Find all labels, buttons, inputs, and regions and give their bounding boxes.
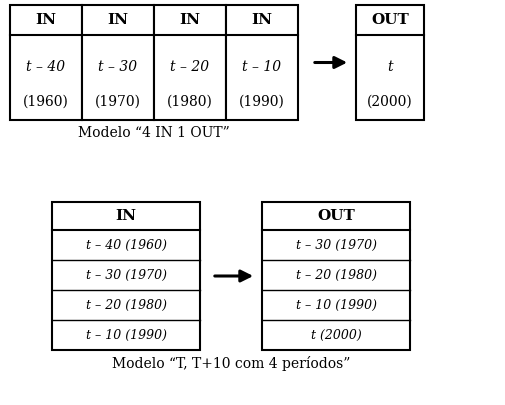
- Text: t – 10 (1990): t – 10 (1990): [295, 298, 377, 311]
- Text: t – 30 (1970): t – 30 (1970): [295, 239, 377, 252]
- Text: (1970): (1970): [95, 94, 141, 108]
- Text: t – 30: t – 30: [98, 60, 137, 74]
- Text: (1990): (1990): [239, 94, 285, 108]
- Text: t – 10: t – 10: [242, 60, 282, 74]
- Text: t – 40 (1960): t – 40 (1960): [85, 239, 167, 252]
- Text: t – 20: t – 20: [171, 60, 210, 74]
- Text: t – 40: t – 40: [26, 60, 66, 74]
- Text: OUT: OUT: [317, 209, 355, 223]
- Text: Modelo “T, T+10 com 4 períodos”: Modelo “T, T+10 com 4 períodos”: [112, 356, 350, 371]
- Text: t – 30 (1970): t – 30 (1970): [85, 269, 167, 281]
- Text: (1980): (1980): [167, 94, 213, 108]
- Text: t (2000): t (2000): [311, 328, 362, 341]
- Text: (2000): (2000): [367, 94, 413, 108]
- Bar: [52, 202, 200, 350]
- Bar: [262, 202, 410, 350]
- Text: t – 20 (1980): t – 20 (1980): [85, 298, 167, 311]
- Text: IN: IN: [251, 13, 273, 27]
- Text: IN: IN: [108, 13, 128, 27]
- Bar: [154, 5, 226, 120]
- Text: t – 10 (1990): t – 10 (1990): [85, 328, 167, 341]
- Text: Modelo “4 IN 1 OUT”: Modelo “4 IN 1 OUT”: [78, 126, 230, 140]
- Text: t – 20 (1980): t – 20 (1980): [295, 269, 377, 281]
- Text: OUT: OUT: [371, 13, 409, 27]
- Text: (1960): (1960): [23, 94, 69, 108]
- Bar: [82, 5, 154, 120]
- Text: t: t: [387, 60, 393, 74]
- Text: IN: IN: [35, 13, 57, 27]
- Bar: [356, 5, 424, 120]
- Text: IN: IN: [116, 209, 136, 223]
- Bar: [10, 5, 82, 120]
- Text: IN: IN: [179, 13, 200, 27]
- Bar: [226, 5, 298, 120]
